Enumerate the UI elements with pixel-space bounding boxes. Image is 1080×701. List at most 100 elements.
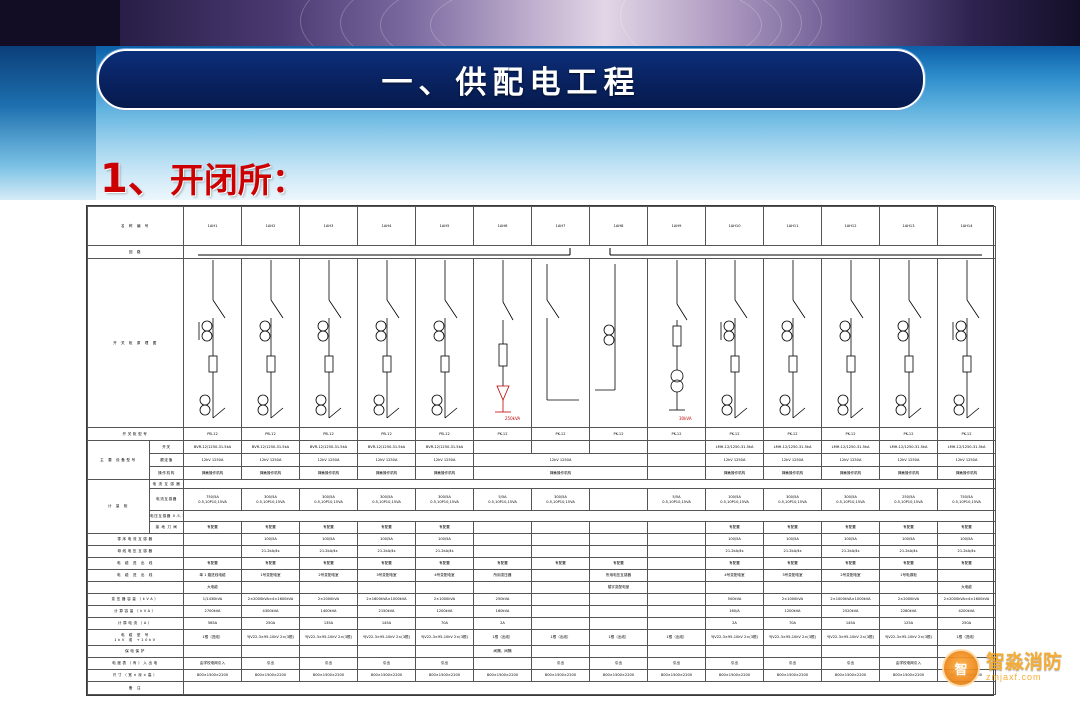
cell-size-11: 800×1500×2200 — [763, 669, 822, 682]
cell-calccur-9 — [647, 617, 706, 630]
cell-zero-10: 100/5A — [705, 533, 764, 546]
cell-cableset-3: 有配置 — [299, 557, 358, 570]
cell-switch-model-5: PB-12 — [415, 427, 474, 441]
col-header-1AH13: 1AH13 — [879, 206, 938, 246]
cell-cableset-6: 有配置 — [473, 557, 532, 570]
col-header-1AH6: 1AH6 — [473, 206, 532, 246]
schematic-cell-1AH8 — [589, 258, 648, 428]
cell-cap-6: 250kVA — [473, 593, 532, 606]
table-row-circuit: 回 路 — [87, 245, 996, 259]
cell-ground-11: 有配置 — [763, 521, 822, 534]
row-label-switch-model: 开关柜型号 — [87, 427, 184, 441]
cell-feed-2: 1号变配电室 — [241, 569, 300, 582]
cell-main-switch-7 — [531, 440, 590, 454]
table-row-cable-spec: 电 缆 型 号 1kV 或 +10kV 1根（进线） YJV22-3×95-10… — [87, 629, 996, 646]
cell-cap-10: 500kVA — [705, 593, 764, 606]
table-row-meter: 电度表（有）入出电 由学校电网引入 引出 引出 引出 引出 引出 引出 引出 引… — [87, 657, 996, 670]
cell-ground-6 — [473, 521, 532, 534]
cell-calccur-12: 145A — [821, 617, 880, 630]
row-label-switch: 开关 — [149, 440, 184, 454]
cell-ct-5: 300/5A 0.5,10P10,15VA — [415, 488, 474, 511]
cell-zero-4: 100/5A — [357, 533, 416, 546]
watermark-logo-icon: 智 — [941, 649, 980, 687]
cell-zero-8 — [589, 533, 648, 546]
cell-bus-13: 21.2kA/4s — [879, 545, 938, 558]
cell-size-3: 800×1500×2200 — [299, 669, 358, 682]
row-label-name-code: 名 称 编 号 — [87, 206, 184, 246]
schematic-graphic-11 — [779, 260, 805, 419]
table-row-ground: 接 地 刀 闸 有配置 有配置 有配置 有配置 有配置 有配置 有配置 有配置 … — [88, 521, 996, 534]
cell-feednote-11 — [763, 581, 822, 594]
section-heading: 1、 开闭所： — [100, 146, 306, 204]
table-row-header: 名 称 编 号 1AH1 1AH2 1AH3 1AH4 1AH5 1AH6 1A… — [87, 206, 996, 246]
schematic-graphic-2 — [257, 260, 283, 419]
schematic-cell-1AH14 — [937, 258, 996, 428]
cell-feednote-13 — [879, 581, 938, 594]
cell-feed-14 — [937, 569, 996, 582]
cell-operation-1: 弹簧操作机构 — [183, 466, 242, 480]
cell-protect-4 — [357, 645, 416, 658]
schematic-graphic-6: 250kVA — [494, 260, 520, 421]
cell-rated-10: 12kV 1250A — [705, 453, 764, 467]
cell-calckva-7 — [531, 605, 590, 618]
cell-bus-4: 21.2kA/4s — [357, 545, 416, 558]
cell-rated-4: 12kV 1250A — [357, 453, 416, 467]
page-title: 一、供配电工程 — [381, 65, 641, 101]
cell-rated-1: 12kV 1250A — [183, 453, 242, 467]
cell-feed-10: 4号变配电室 — [705, 569, 764, 582]
cell-protect-2 — [241, 645, 300, 658]
table-row-rated: 额定值 12kV 1250A 12kV 1250A 12kV 1250A 12k… — [88, 453, 996, 467]
cell-cableset-13: 有配置 — [879, 557, 938, 570]
col-header-1AH12: 1AH12 — [821, 206, 880, 246]
cell-bus-11: 21.2kA/4s — [763, 545, 822, 558]
slide-background-sky-left — [0, 46, 96, 216]
row-label-size: 尺寸（宽×深×高） — [87, 669, 184, 682]
cell-zero-2: 100/5A — [241, 533, 300, 546]
cell-feed-8: 所用电压互感器 — [589, 569, 648, 582]
cell-cableset-2: 有配置 — [241, 557, 300, 570]
row-label-bus: 母线电压互感器 — [87, 545, 184, 558]
cell-cap-5: 2×1000kVA — [415, 593, 474, 606]
row-label-feed: 电 缆 进 出 线 — [87, 569, 184, 582]
cell-calckva-8 — [589, 605, 648, 618]
switchgear-schematic-sheet: 名 称 编 号 1AH1 1AH2 1AH3 1AH4 1AH5 1AH6 1A… — [86, 205, 996, 696]
cell-calccur-2: 250A — [241, 617, 300, 630]
cell-main-switch-11: LMH-12/1250-31.5kA — [763, 440, 822, 454]
cell-ct-1: 750/5A 0.5,10P10,15VA — [183, 488, 242, 511]
cell-main-switch-4: BVR-12/1250-31.5kA — [357, 440, 416, 454]
cell-bus-5: 21.2kA/4s — [415, 545, 474, 558]
cell-ct-7: 300/5A 0.5,10P10,15VA — [531, 488, 590, 511]
cell-rated-merged-678: 12kV 1250A — [473, 453, 648, 467]
cell-calckva-11: 1200kVA — [763, 605, 822, 618]
cell-protect-8 — [589, 645, 648, 658]
cell-switch-model-3: PB-12 — [299, 427, 358, 441]
cell-switch-model-13: PK-12 — [879, 427, 938, 441]
banner-wave-5 — [620, 0, 1080, 46]
col-header-1AH10: 1AH10 — [705, 206, 764, 246]
cell-ct-12: 300/5A 0.5,10P10,15VA — [821, 488, 880, 511]
cell-cableset-14: 有配置 — [937, 557, 996, 570]
cell-pt-span — [183, 510, 996, 522]
cell-ground-1: 有配置 — [183, 521, 242, 534]
cell-cableset-9 — [647, 557, 706, 570]
cell-calckva-4: 2150kVA — [357, 605, 416, 618]
cell-feednote-7 — [531, 581, 590, 594]
row-label-capacity: 变压器容量（kVA） — [87, 593, 184, 606]
cell-bus-2: 21.2kA/4s — [241, 545, 300, 558]
cell-switch-model-2: PB-12 — [241, 427, 300, 441]
schematic-graphic-14 — [952, 260, 979, 419]
cell-meter-11: 引出 — [763, 657, 822, 670]
cell-size-6: 800×1500×2200 — [473, 669, 532, 682]
cell-ground-3: 有配置 — [299, 521, 358, 534]
cell-ct-6: 5/5A 0.5,10P10,15VA — [473, 488, 532, 511]
row-label-ct-ratio: 电流互感器 — [149, 488, 184, 511]
busbar-graphic — [197, 248, 982, 256]
table-row-protect: 保电保护 间隔、间隔 — [87, 645, 996, 658]
cell-cap-9 — [647, 593, 706, 606]
cell-feednote-10 — [705, 581, 764, 594]
cell-cap-12: 2×1000kVA×1000kVA — [821, 593, 880, 606]
cell-calccur-7 — [531, 617, 590, 630]
cell-meter-10: 引出 — [705, 657, 764, 670]
row-label-ct-title: 电 流 互 感 器 — [149, 479, 184, 489]
schematic-cell-1AH7 — [531, 258, 590, 428]
